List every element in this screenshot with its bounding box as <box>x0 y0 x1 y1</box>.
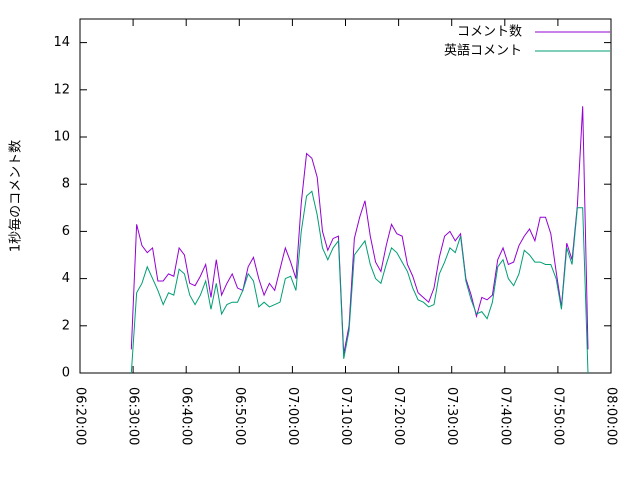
x-tick-label: 06:30:00 <box>126 387 141 445</box>
y-tick-label: 12 <box>53 82 70 97</box>
x-tick-label: 06:20:00 <box>73 387 88 445</box>
y-tick-label: 0 <box>62 366 70 381</box>
y-axis-label: 1秒毎のコメント数 <box>8 140 24 252</box>
legend-label: 英語コメント <box>444 43 522 59</box>
x-tick-label: 08:00:00 <box>604 387 619 445</box>
data-line <box>130 190 589 374</box>
y-tick-label: 8 <box>62 177 70 192</box>
x-tick-label: 07:30:00 <box>444 387 459 445</box>
y-tick-label: 4 <box>62 271 70 286</box>
x-tick-label: 07:40:00 <box>497 387 512 445</box>
data-line <box>130 106 589 355</box>
x-tick-label: 06:40:00 <box>179 387 194 445</box>
legend-label: コメント数 <box>457 25 522 40</box>
y-tick-label: 14 <box>53 35 70 50</box>
y-tick-label: 10 <box>53 130 70 145</box>
y-tick-label: 2 <box>62 318 70 333</box>
x-tick-label: 06:50:00 <box>232 387 247 445</box>
x-tick-label: 07:00:00 <box>285 387 300 445</box>
x-tick-label: 07:10:00 <box>338 387 353 445</box>
y-tick-label: 6 <box>62 224 70 239</box>
x-tick-label: 07:50:00 <box>550 387 565 445</box>
x-tick-label: 07:20:00 <box>391 387 406 445</box>
plot-border <box>79 18 612 374</box>
